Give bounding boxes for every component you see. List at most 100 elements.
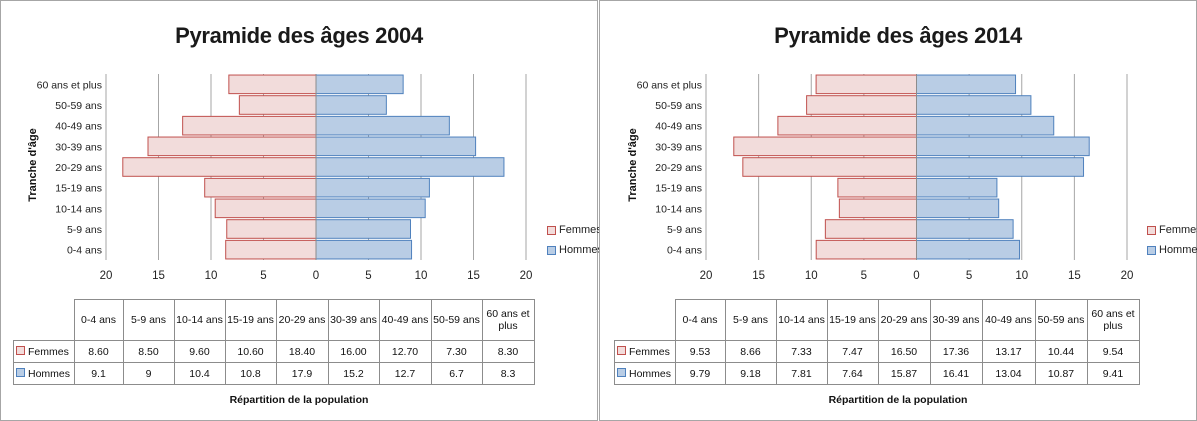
y-tick-label: 20-29 ans [655,162,702,174]
bar-femmes [182,115,317,136]
bar-femmes [228,74,317,95]
legend: Femmes Hommes [1147,220,1197,260]
bar-hommes [315,177,430,198]
bar-femmes [815,239,917,260]
legend: Femmes Hommes [547,220,603,260]
table-cell: 16.41 [929,362,983,385]
x-tick-label: 20 [1121,270,1134,282]
bar-hommes [916,74,1017,95]
bar-femmes [824,219,917,239]
bar-hommes [916,115,1055,136]
plot-area: 20 15 10 5 0 5 10 15 20 0-4 ans 5-9 ans 10-14 ans 15… [637,74,1134,282]
table-corner [615,300,676,341]
table-cell: 7.81 [775,362,828,385]
table-cell: 9.53 [674,340,726,363]
table-header-cell: 30-39 ans [929,299,983,341]
table-corner [14,300,75,341]
x-tick-label: 15 [152,270,165,282]
pyramid-chart-2014: Pyramide des âges 2014 Tranche d'âge 20 1… [599,0,1197,421]
x-tick-label: 5 [260,270,266,282]
x-axis-title: Répartition de la population [229,394,369,406]
table-cell: 8.3 [481,362,535,385]
bar-hommes [916,219,1014,239]
table-cell: 7.64 [826,362,879,385]
table-cell: 10.44 [1034,340,1088,363]
table-cell: 17.36 [929,340,983,363]
legend-label: Hommes [559,244,604,256]
bar-femmes [226,219,317,239]
bar-femmes [122,157,317,177]
bar-hommes [315,239,413,260]
bar-hommes [315,198,426,219]
table-cell: 8.30 [481,340,535,363]
table-cell: 10.4 [173,362,226,385]
table-header-cell: 10-14 ans [775,299,828,341]
table-row-label: Femmes [614,340,676,363]
bar-hommes [315,136,477,157]
table-cell: 9.41 [1086,362,1140,385]
table-cell: 9.1 [73,362,124,385]
y-tick-label: 0-4 ans [67,245,102,257]
x-tick-label: 15 [1068,270,1081,282]
table-cell: 12.70 [378,340,432,363]
legend-swatch-femmes [16,345,25,355]
table-header-cell: 15-19 ans [826,299,879,341]
legend-item-hommes: Hommes [547,240,603,260]
x-tick-label: 5 [365,270,371,282]
legend-swatch-hommes [617,367,626,377]
bar-hommes [916,198,1000,219]
legend-label: Femmes [1159,224,1197,236]
plot-area: 20 15 10 5 0 5 10 15 20 0-4 ans 5-9 ans 10-14 ans 15… [37,74,533,282]
legend-label: Hommes [1159,244,1197,256]
table-cell: 8.66 [724,340,777,363]
table-cell: 10.87 [1034,362,1088,385]
y-tick-label: 60 ans et plus [637,79,702,91]
table-row-label: Femmes [13,340,75,363]
bar-hommes [315,115,450,136]
y-tick-label: 40-49 ans [55,121,102,133]
table-cell: 8.50 [122,340,175,363]
table-cell: 9.54 [1086,340,1140,363]
bar-femmes [204,177,317,198]
bar-hommes [916,95,1032,115]
table-cell: 16.00 [327,340,380,363]
legend-swatch-hommes [16,367,25,377]
table-cell: 9.79 [674,362,726,385]
y-tick-label: 40-49 ans [655,121,702,133]
table-header-cell: 5-9 ans [724,299,777,341]
table-cell: 18.40 [275,340,329,363]
x-tick-label: 20 [520,270,533,282]
bar-femmes [838,198,917,219]
x-tick-label: 0 [313,270,319,282]
table-cell: 13.04 [981,362,1036,385]
table-header-cell: 15-19 ans [224,299,277,341]
legend-label: Femmes [559,224,602,236]
table-row-label: Hommes [13,362,75,385]
y-tick-label: 20-29 ans [55,162,102,174]
table-header-cell: 60 ans et plus [1086,299,1140,341]
table-header-cell: 50-59 ans [430,299,483,341]
table-header-cell: 0-4 ans [674,299,726,341]
y-tick-label: 15-19 ans [55,183,102,195]
x-tick-label: 0 [913,270,919,282]
y-tick-label: 0-4 ans [667,245,702,257]
table-cell: 15.2 [327,362,380,385]
bar-hommes [916,157,1085,177]
bar-hommes [315,95,387,115]
y-tick-label: 60 ans et plus [37,79,102,91]
table-cell: 13.17 [981,340,1036,363]
x-tick-label: 15 [752,270,765,282]
x-axis-title: Répartition de la population [828,394,968,406]
legend-item-hommes: Hommes [1147,240,1197,260]
y-tick-label: 30-39 ans [655,141,702,153]
table-row: Hommes 9.79 9.18 7.81 7.64 15.87 16.41 13.04 10.… [614,362,1140,385]
x-tick-label: 10 [1015,270,1028,282]
bar-hommes [916,239,1021,260]
table-header-cell: 40-49 ans [981,299,1036,341]
bar-femmes [225,239,317,260]
table-cell: 15.87 [877,362,931,385]
table-header-cell: 10-14 ans [173,299,226,341]
table-row: Femmes 9.53 8.66 7.33 7.47 16.50 17.36 13.17 10.… [614,340,1140,363]
y-tick-label: 5-9 ans [67,224,102,236]
